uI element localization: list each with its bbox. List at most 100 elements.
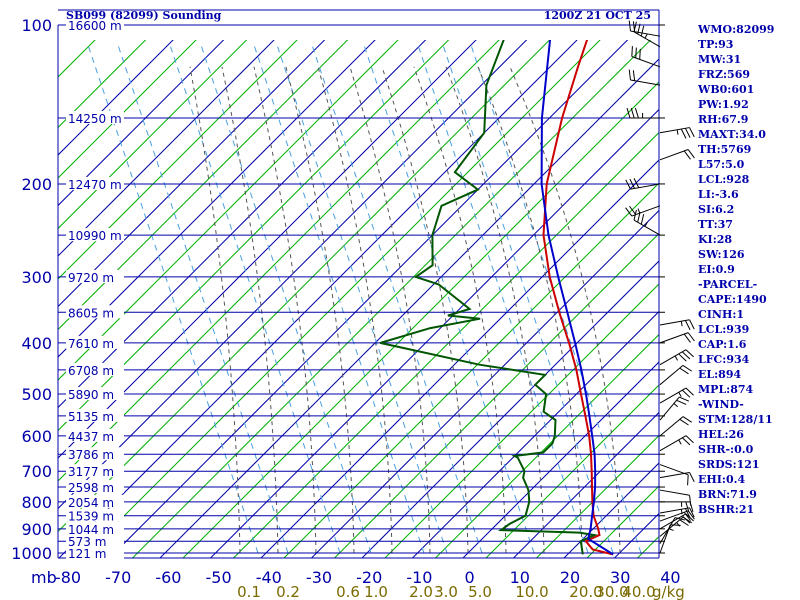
dry-adiabat-line bbox=[58, 40, 500, 482]
index-entry: SW:126 bbox=[698, 248, 745, 261]
wind-barb bbox=[633, 21, 661, 48]
wind-barb bbox=[659, 435, 694, 452]
mixing-ratio-tick-label: 0.2 bbox=[276, 583, 300, 600]
dry-adiabat-line bbox=[485, 384, 659, 558]
wind-barb bbox=[659, 489, 692, 506]
dry-adiabat-line bbox=[58, 40, 197, 179]
dry-adiabat-line bbox=[333, 232, 659, 558]
height-label: 14250 m bbox=[68, 112, 122, 126]
pressure-tick-label: 900 bbox=[21, 520, 52, 539]
height-label: 2598 m bbox=[68, 481, 114, 495]
temperature-tick-label: 10 bbox=[510, 568, 530, 587]
index-entry: L57:5.0 bbox=[698, 158, 745, 171]
temperature-tick-label: 0 bbox=[465, 568, 475, 587]
mixing-ratio-tick-label: 1.0 bbox=[364, 583, 388, 600]
wind-barb bbox=[628, 69, 661, 86]
isotherm-line bbox=[58, 40, 578, 558]
temperature-tick-label: -70 bbox=[105, 568, 131, 587]
index-entry: RH:67.9 bbox=[698, 113, 749, 126]
index-entry: TP:93 bbox=[698, 38, 734, 51]
mixing-ratio-line bbox=[442, 44, 614, 554]
temperature-tick-label: 20 bbox=[560, 568, 580, 587]
isotherm-line bbox=[209, 108, 659, 558]
mixing-ratio-tick-label: 10.0 bbox=[515, 583, 548, 600]
temperature-tick-label: -50 bbox=[206, 568, 232, 587]
height-label-bg bbox=[66, 335, 124, 349]
dry-adiabat-line bbox=[586, 485, 659, 558]
height-label-bg bbox=[66, 534, 124, 548]
height-label-bg bbox=[66, 480, 124, 494]
dry-adiabat-line bbox=[434, 333, 659, 558]
height-label-bg bbox=[66, 447, 124, 461]
isotherm-line bbox=[411, 310, 659, 558]
height-label: 12470 m bbox=[68, 178, 122, 192]
stability-index-panel: WMO:82099 TP:93 MW:31 FRZ:569 WB0:601 PW:1.92… bbox=[698, 22, 798, 517]
isotherm-line bbox=[58, 40, 477, 459]
index-entry: FRZ:569 bbox=[698, 68, 751, 81]
height-label-bg bbox=[66, 362, 124, 376]
index-entry: WB0:601 bbox=[698, 83, 755, 96]
pressure-tick-label: 500 bbox=[21, 385, 52, 404]
height-label-bg bbox=[66, 428, 124, 442]
mixing-ratio-tick-label: 0.1 bbox=[237, 583, 261, 600]
index-entry: MW:31 bbox=[698, 53, 742, 66]
height-label-bg bbox=[66, 508, 124, 522]
wind-barb bbox=[625, 205, 661, 217]
isotherm-line bbox=[512, 411, 659, 558]
pressure-tick-label: 100 bbox=[21, 16, 52, 35]
index-entry: MAXT:34.0 bbox=[698, 128, 766, 141]
dry-adiabat-line bbox=[384, 283, 659, 558]
index-entry: BRN:71.9 bbox=[698, 488, 757, 501]
wind-barb bbox=[659, 396, 690, 421]
mixing-ratio-line bbox=[311, 44, 483, 554]
moist-adiabat-line bbox=[445, 66, 545, 554]
index-entry: BSHR:21 bbox=[698, 503, 755, 516]
height-label: 2054 m bbox=[68, 496, 114, 510]
chart-title: SB099 (82099) Sounding bbox=[66, 9, 222, 22]
height-label: 3177 m bbox=[68, 465, 114, 479]
isobar-grid bbox=[57, 9, 660, 559]
height-label: 1539 m bbox=[68, 510, 114, 524]
index-entry: SI:6.2 bbox=[698, 203, 735, 216]
height-label: 16600 m bbox=[68, 19, 122, 33]
mixing-ratio-tick-label: 40.0 bbox=[622, 583, 655, 600]
pressure-tick-label: 700 bbox=[21, 462, 52, 481]
mixing-ratio-unit-label: g/kg bbox=[652, 583, 685, 600]
dry-adiabat-line bbox=[81, 40, 601, 558]
dry-adiabat-line bbox=[58, 40, 399, 381]
index-entry: EHI:0.4 bbox=[698, 473, 746, 486]
index-entry: KI:28 bbox=[698, 233, 733, 246]
moist-adiabat-line bbox=[317, 66, 393, 554]
pressure-unit-label: mb bbox=[31, 568, 57, 587]
height-label-bg bbox=[66, 228, 124, 242]
mixing-ratio-tick-label: 30.0 bbox=[595, 583, 628, 600]
wind-barb bbox=[659, 510, 695, 522]
height-label-bg bbox=[66, 464, 124, 478]
height-label-bg bbox=[66, 494, 124, 508]
index-entry: CINH:1 bbox=[698, 308, 745, 321]
index-entry: MPL:874 bbox=[698, 383, 754, 396]
height-label-bg bbox=[66, 305, 124, 319]
height-label: 7610 m bbox=[68, 337, 114, 351]
height-label: 10990 m bbox=[68, 229, 122, 243]
isotherm-line bbox=[462, 361, 659, 558]
dry-adiabat-line bbox=[58, 40, 147, 129]
temperature-tick-label: -30 bbox=[306, 568, 332, 587]
dry-adiabat-line bbox=[58, 40, 349, 331]
index-entry: CAPE:1490 bbox=[698, 293, 767, 306]
mixing-ratio-tick-label: 5.0 bbox=[468, 583, 492, 600]
dry-adiabat-line bbox=[232, 131, 659, 558]
index-entry: TT:37 bbox=[698, 218, 733, 231]
index-entry: EL:894 bbox=[698, 368, 742, 381]
height-label-bg bbox=[66, 521, 124, 535]
dewpoint-profile-line bbox=[379, 40, 598, 555]
isotherm-line bbox=[58, 40, 376, 358]
dry-adiabat-line bbox=[182, 81, 659, 558]
mixing-ratio-line bbox=[87, 44, 259, 554]
temperature-tick-label: -10 bbox=[406, 568, 432, 587]
index-entry: SRDS:121 bbox=[698, 458, 760, 471]
isotherm-line bbox=[58, 40, 275, 257]
isotherm-line bbox=[58, 40, 225, 207]
